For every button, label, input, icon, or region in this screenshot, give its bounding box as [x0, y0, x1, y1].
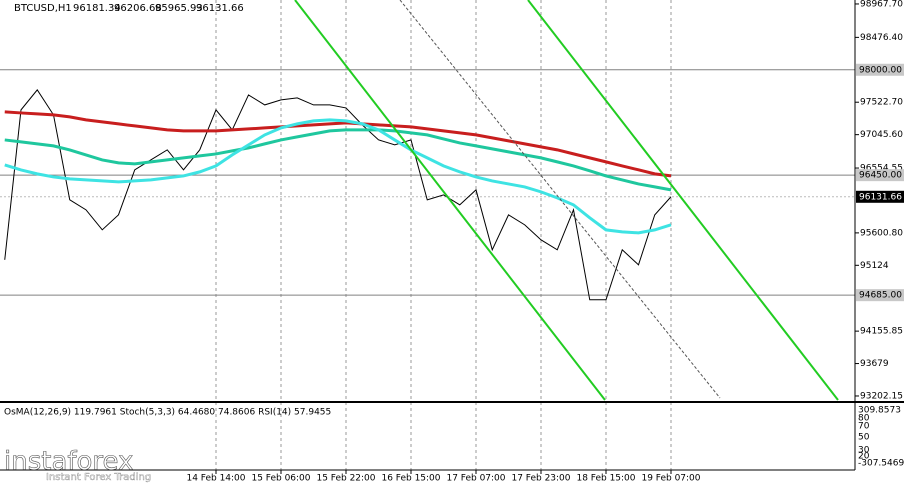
- indicator-scale-label: 80: [858, 414, 870, 424]
- y-tick-label: 95124: [860, 261, 889, 271]
- level-label: 94685.00: [859, 291, 902, 301]
- level-label: 98000.00: [859, 65, 902, 75]
- high: 96206.68: [114, 3, 162, 14]
- price-line: [4, 89, 672, 301]
- chart-title: BTCUSD,H1: [14, 3, 72, 14]
- indicator-scale-label: 20: [858, 452, 870, 462]
- y-tick-label: 98476.40: [860, 33, 903, 43]
- open: 96181.34: [73, 3, 121, 14]
- indicator-scale-label: 30: [858, 446, 870, 456]
- price-line: [4, 128, 672, 192]
- price-line: [4, 110, 672, 178]
- indicator-scale-label: 309.8573: [858, 406, 901, 416]
- y-tick-label: 94155.85: [860, 327, 903, 337]
- channel-line: [527, 0, 839, 401]
- channel-line: [294, 0, 606, 401]
- level-box: [856, 289, 904, 302]
- close: 96131.66: [196, 3, 244, 14]
- level-box: [856, 63, 904, 76]
- x-tick-label: 17 Feb 23:00: [511, 474, 570, 484]
- last-price-label: 96131.66: [859, 192, 902, 202]
- x-tick-label: 15 Feb 22:00: [316, 474, 375, 484]
- y-tick-label: 97045.60: [860, 130, 903, 140]
- last-price-box: [856, 190, 904, 203]
- y-tick-label: 98967.70: [860, 0, 903, 9]
- y-tick-label: 95600.80: [860, 228, 903, 238]
- watermark-brand: instaforex: [4, 447, 133, 477]
- watermark-tagline: Instant Forex Trading: [46, 472, 151, 483]
- level-label: 96450.00: [859, 171, 902, 181]
- y-tick-label: 93679: [860, 359, 889, 369]
- low: 95965.93: [155, 3, 203, 14]
- indicator-scale-label: 50: [858, 433, 870, 443]
- indicator-title: OsMA(12,26,9) 119.7961 Stoch(5,3,3) 64.4…: [4, 408, 331, 418]
- x-tick-label: 15 Feb 06:00: [251, 474, 310, 484]
- level-box: [856, 169, 904, 182]
- y-tick-label: 97522.70: [860, 98, 903, 108]
- x-tick-label: 19 Feb 07:00: [641, 474, 700, 484]
- y-tick-label: 96554.55: [860, 164, 903, 174]
- x-tick-label: 17 Feb 07:00: [446, 474, 505, 484]
- trend-line: [399, 0, 721, 399]
- indicator-scale-label: -307.5469: [858, 459, 904, 469]
- x-tick-label: 14 Feb 14:00: [186, 474, 245, 484]
- indicator-scale-label: 70: [858, 422, 870, 432]
- x-tick-label: 18 Feb 15:00: [576, 474, 635, 484]
- y-tick-label: 93202.15: [860, 391, 903, 401]
- x-tick-label: 16 Feb 15:00: [381, 474, 440, 484]
